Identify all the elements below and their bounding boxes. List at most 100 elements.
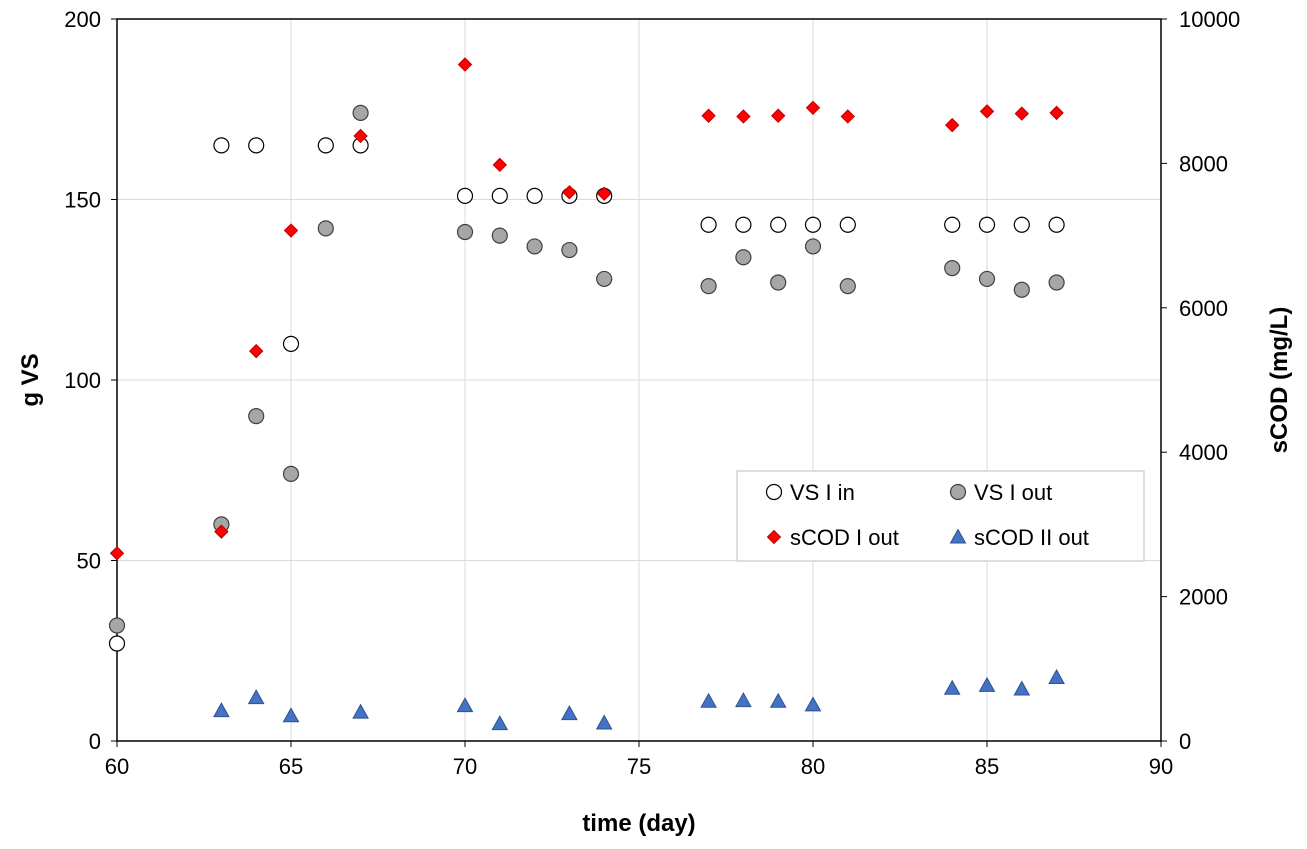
- scod-i-out-point: [562, 185, 577, 200]
- vs-i-in-point: [317, 137, 334, 154]
- vs-i-in-point: [700, 216, 717, 233]
- vs-i-out-point: [526, 238, 543, 255]
- legend-marker-vs-i-out: [949, 483, 967, 501]
- scod-i-out-point: [979, 104, 995, 119]
- legend-marker-scod-i-out: [766, 529, 782, 545]
- vs-i-in-point: [770, 216, 787, 233]
- legend-marker-scod-ii-out: [949, 528, 967, 544]
- scod-i-out-point: [248, 343, 264, 359]
- scod-ii-out-point: [700, 692, 717, 708]
- x-tick-label: 65: [279, 754, 303, 779]
- legend-marker-vs-i-in: [765, 483, 783, 501]
- vs-i-in-point: [108, 635, 126, 652]
- y2-tick-label: 0: [1179, 729, 1191, 754]
- x-tick-label: 85: [975, 754, 999, 779]
- scod-ii-out-point: [769, 692, 787, 708]
- y-tick-label: 200: [64, 7, 101, 32]
- data-points: [108, 57, 1065, 731]
- vs-i-in-point: [839, 216, 856, 233]
- vs-i-out-point: [1013, 281, 1030, 298]
- vs-i-in-point: [944, 216, 961, 233]
- vs-i-out-point: [804, 238, 822, 255]
- vs-i-in-point: [491, 187, 508, 204]
- legend-label-scod-i-out: sCOD I out: [790, 525, 899, 550]
- y-axis-title: g VS: [17, 353, 44, 406]
- vs-i-out-point: [352, 104, 369, 121]
- scod-i-out-point: [944, 117, 960, 133]
- x-tick-label: 90: [1149, 754, 1173, 779]
- y2-tick-label: 10000: [1179, 7, 1240, 32]
- vs-i-in-point: [1048, 216, 1065, 233]
- y2-axis-title: sCOD (mg/L): [1266, 307, 1293, 454]
- vs-i-out-point: [561, 241, 578, 259]
- y2-tick-label: 8000: [1179, 151, 1228, 176]
- scod-ii-out-point: [978, 676, 996, 692]
- vs-i-out-point: [491, 227, 508, 244]
- scod-ii-out-point: [561, 705, 578, 721]
- vs-i-out-point: [456, 223, 474, 241]
- gridlines: [117, 19, 1161, 741]
- vs-i-in-point: [978, 216, 996, 233]
- legend: VS I in VS I out sCOD I out sCOD II out: [736, 470, 1145, 562]
- scod-ii-out-point: [491, 715, 509, 731]
- vs-i-in-point: [456, 187, 474, 204]
- scod-i-out-point: [736, 109, 751, 124]
- vs-i-in-point: [804, 216, 822, 233]
- x-tick-label: 75: [627, 754, 651, 779]
- vs-i-in-point: [248, 137, 265, 154]
- scod-ii-out-point: [804, 696, 822, 712]
- vs-i-out-point: [944, 259, 961, 277]
- vs-i-out-point: [317, 220, 334, 237]
- scod-i-out-point: [283, 223, 299, 238]
- scod-i-out-point: [840, 109, 856, 124]
- y-tick-label: 150: [64, 188, 101, 213]
- scod-i-out-point: [214, 524, 229, 539]
- scod-ii-out-point: [247, 689, 265, 705]
- scod-ii-out-point: [1048, 668, 1065, 684]
- vs-i-in-point: [735, 216, 752, 233]
- scod-ii-out-point: [735, 692, 752, 708]
- y-tick-label: 0: [89, 729, 101, 754]
- vs-i-in-point: [213, 137, 230, 154]
- vs-i-in-point: [526, 187, 543, 204]
- vs-i-out-point: [1048, 274, 1065, 291]
- scod-ii-out-point: [595, 714, 613, 730]
- y2-tick-label: 2000: [1179, 585, 1228, 610]
- vs-i-in-point: [282, 335, 300, 352]
- scod-i-out-point: [701, 108, 716, 123]
- scod-ii-out-point: [456, 697, 474, 713]
- scod-ii-out-point: [282, 707, 300, 723]
- scod-i-out-point: [457, 57, 473, 72]
- scod-i-out-point: [770, 108, 786, 123]
- legend-label-vs-i-out: VS I out: [974, 480, 1052, 505]
- y-tick-label: 50: [77, 549, 101, 574]
- scod-ii-out-point: [352, 703, 369, 719]
- scod-ii-out-point: [213, 702, 230, 718]
- legend-label-vs-i-in: VS I in: [790, 480, 855, 505]
- scod-i-out-point: [1014, 106, 1030, 121]
- x-tick-label: 60: [105, 754, 129, 779]
- x-axis-title: time (day): [582, 810, 695, 837]
- vs-i-out-point: [700, 278, 717, 295]
- x-tick-label: 80: [801, 754, 825, 779]
- x-tick-label: 70: [453, 754, 477, 779]
- scod-i-out-point: [805, 100, 821, 116]
- vs-i-out-point: [770, 274, 787, 291]
- scod-i-out-point: [109, 546, 125, 561]
- y2-tick-label: 6000: [1179, 296, 1228, 321]
- axis-ticks: 60 65 70 75 80 85 9005010015020002000400060008…: [64, 7, 1240, 779]
- y-tick-label: 100: [64, 368, 101, 393]
- scod-i-out-point: [492, 157, 508, 173]
- vs-i-out-point: [978, 270, 996, 288]
- y2-tick-label: 4000: [1179, 440, 1228, 465]
- vs-i-out-point: [596, 270, 613, 288]
- vs-i-out-point: [735, 249, 752, 266]
- scod-i-out-point: [353, 128, 368, 144]
- scod-ii-out-point: [1013, 680, 1031, 696]
- vs-i-out-point: [248, 408, 265, 425]
- scod-i-out-point: [596, 186, 612, 201]
- legend-label-scod-ii-out: sCOD II out: [974, 525, 1089, 550]
- vs-i-out-point: [839, 278, 856, 295]
